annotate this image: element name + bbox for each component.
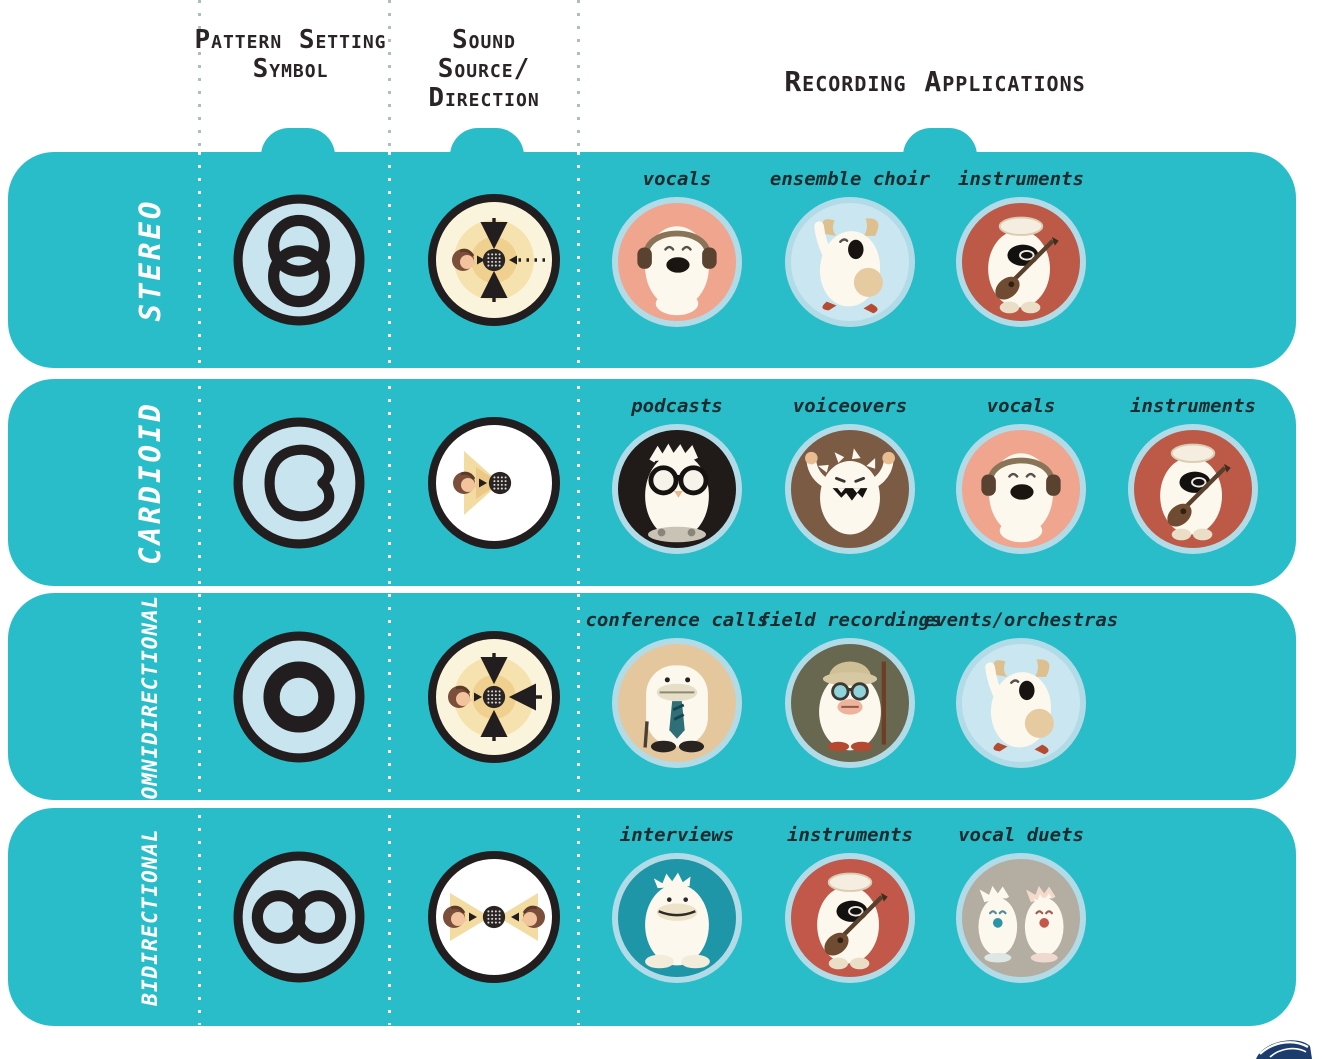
application-circle	[785, 853, 915, 983]
application-label: vocals	[986, 395, 1056, 417]
application-instruments: instruments	[1078, 395, 1308, 554]
bidirectional-pattern-symbol-icon	[233, 851, 365, 983]
application-label: instruments	[787, 824, 913, 846]
yeti-instrument-icon	[963, 205, 1079, 321]
application-voiceovers: voiceovers	[735, 395, 965, 554]
yeti-instrument-icon	[792, 861, 908, 977]
yeti-duet-icon	[976, 888, 1066, 965]
blue-logo-partial	[1250, 1037, 1312, 1059]
application-vocal-duets: vocal duets	[906, 824, 1136, 983]
bidirectional-sound-direction-icon	[424, 847, 564, 987]
application-label: ensemble choir	[769, 168, 931, 190]
application-circle	[956, 197, 1086, 327]
row-label-bidirectional: BIDIRECTIONAL	[138, 828, 162, 1006]
application-circle	[785, 424, 915, 554]
application-label: instruments	[958, 168, 1084, 190]
row-bidirectional: BIDIRECTIONAL interviews instruments voc…	[8, 808, 1296, 1026]
application-instruments: instruments	[906, 168, 1136, 327]
application-label: interviews	[619, 824, 735, 846]
application-instruments: instruments	[735, 824, 965, 983]
row-stereo: STEREO vocals ensemble choir instruments	[8, 128, 1296, 368]
application-label: podcasts	[631, 395, 723, 417]
application-podcasts: podcasts	[562, 395, 792, 554]
application-circle	[956, 424, 1086, 554]
application-vocals: vocals	[562, 168, 792, 327]
row-label-cardioid: CARDIOID	[133, 400, 167, 565]
application-circle	[785, 197, 915, 327]
column-header-sound-source-direction: Sound Source/ Direction	[428, 25, 540, 114]
row-label-omnidirectional: OMNIDIRECTIONAL	[138, 594, 162, 799]
application-label: vocals	[642, 168, 712, 190]
row-label-stereo: STEREO	[133, 198, 167, 322]
omni-sound-direction-icon	[424, 627, 564, 767]
yeti-instrument-icon	[1135, 432, 1251, 548]
application-circle	[612, 197, 742, 327]
application-events-orchestras: events/orchestras	[906, 609, 1136, 768]
application-circle	[612, 424, 742, 554]
application-field-recordings: field recordings	[735, 609, 965, 768]
application-circle	[1128, 424, 1258, 554]
row-omnidirectional: OMNIDIRECTIONAL conference calls field r…	[8, 593, 1296, 800]
application-circle	[785, 638, 915, 768]
band-tab	[450, 128, 524, 156]
omni-pattern-symbol-icon	[233, 631, 365, 763]
yeti-headphones-icon	[619, 205, 735, 321]
application-circle	[612, 853, 742, 983]
application-label: events/orchestras	[923, 609, 1119, 631]
cardioid-sound-direction-icon	[424, 413, 564, 553]
row-cardioid: CARDIOID podcasts voiceovers vocals in	[8, 379, 1296, 586]
yeti-choir-icon	[792, 205, 908, 321]
application-label: voiceovers	[792, 395, 908, 417]
yeti-smile-icon	[643, 871, 712, 970]
stereo-sound-direction-icon	[424, 190, 564, 330]
application-circle	[956, 638, 1086, 768]
application-circle	[956, 853, 1086, 983]
application-label: field recordings	[758, 609, 942, 631]
application-ensemble-choir: ensemble choir	[735, 168, 965, 327]
yeti-choir-icon	[963, 646, 1079, 762]
yeti-glasses-icon	[619, 432, 735, 548]
column-header-recording-applications: Recording Applications	[784, 65, 1086, 98]
yeti-safari-icon	[792, 646, 908, 762]
application-conference-calls: conference calls	[562, 609, 792, 768]
cardioid-pattern-symbol-icon	[233, 417, 365, 549]
band-tab	[261, 128, 335, 156]
yeti-shout-icon	[792, 432, 908, 548]
application-label: vocal duets	[958, 824, 1084, 846]
application-label: instruments	[1130, 395, 1256, 417]
stereo-pattern-symbol-icon	[233, 194, 365, 326]
column-header-pattern-setting-symbol: Pattern Setting Symbol	[194, 25, 387, 85]
application-vocals: vocals	[906, 395, 1136, 554]
band-tab	[903, 128, 977, 156]
yeti-headphones-icon	[963, 432, 1079, 548]
yeti-tie-icon	[643, 663, 710, 755]
application-interviews: interviews	[562, 824, 792, 983]
application-label: conference calls	[585, 609, 769, 631]
application-circle	[612, 638, 742, 768]
